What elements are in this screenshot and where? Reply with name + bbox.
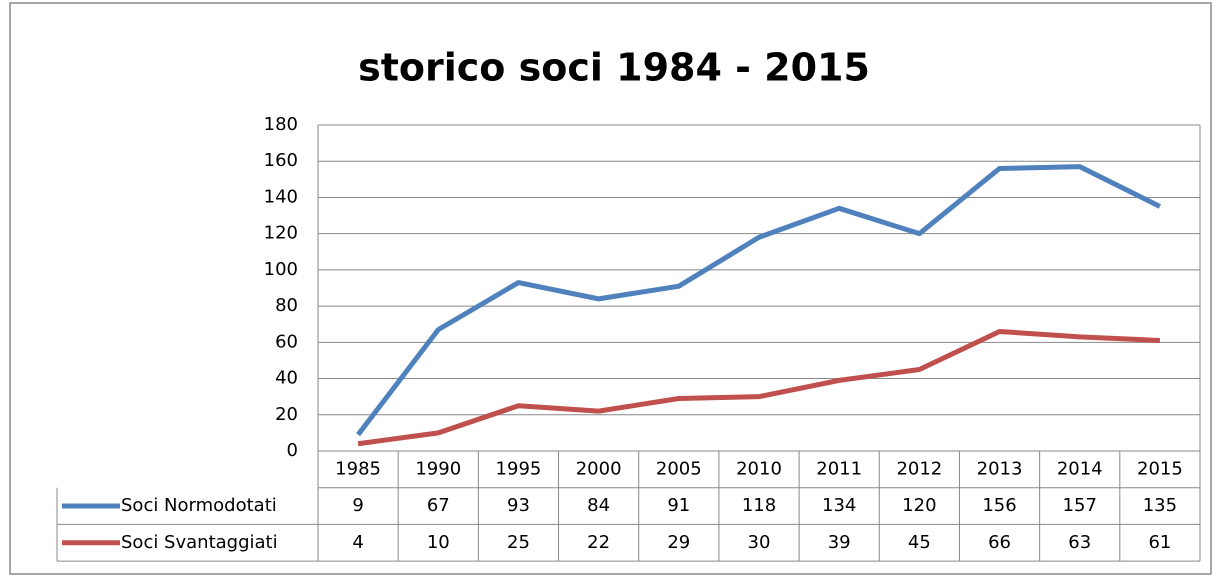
x-tick-label: 2011: [816, 458, 862, 479]
chart-title: storico soci 1984 - 2015: [358, 46, 870, 90]
table-cell: 10: [427, 532, 450, 553]
x-tick-label: 2005: [656, 458, 702, 479]
table-cell: 25: [507, 532, 530, 553]
series-line: [357, 328, 1161, 447]
table-cell: 22: [587, 532, 610, 553]
y-tick-label: 180: [264, 114, 298, 135]
table-cell: 91: [667, 495, 690, 516]
x-tick-label: 2012: [896, 458, 942, 479]
table-cell: 93: [507, 495, 530, 516]
table-cell: 134: [822, 495, 856, 516]
table-cell: 135: [1143, 495, 1177, 516]
table-cell: 118: [742, 495, 776, 516]
x-tick-label: 1985: [335, 458, 381, 479]
y-tick-label: 0: [287, 440, 298, 461]
x-tick-label: 2000: [576, 458, 622, 479]
table-cell: 30: [748, 532, 771, 553]
legend-label: Soci Normodotati: [121, 495, 277, 516]
y-tick-label: 120: [264, 223, 298, 244]
table-cell: 67: [427, 495, 450, 516]
y-tick-label: 60: [275, 331, 298, 352]
table-cell: 9: [352, 495, 363, 516]
x-tick-label: 2013: [977, 458, 1023, 479]
y-tick-label: 80: [275, 295, 298, 316]
x-tick-label: 2010: [736, 458, 782, 479]
x-tick-label: 2014: [1057, 458, 1103, 479]
x-tick-label: 1995: [496, 458, 542, 479]
table-cell: 66: [988, 532, 1011, 553]
y-tick-label: 40: [275, 368, 298, 389]
y-tick-label: 160: [264, 150, 298, 171]
table-cell: 157: [1063, 495, 1097, 516]
legend-label: Soci Svantaggiati: [121, 532, 278, 553]
x-tick-label: 2015: [1137, 458, 1183, 479]
x-tick-label: 1990: [415, 458, 461, 479]
series-line: [356, 164, 1162, 437]
table-cell: 84: [587, 495, 610, 516]
chart-border: [9, 2, 1212, 575]
y-tick-label: 100: [264, 259, 298, 280]
table-cell: 4: [352, 532, 363, 553]
y-tick-label: 20: [275, 404, 298, 425]
table-cell: 45: [908, 532, 931, 553]
table-cell: 156: [982, 495, 1016, 516]
table-cell: 63: [1068, 532, 1091, 553]
y-tick-label: 140: [264, 186, 298, 207]
table-cell: 61: [1148, 532, 1171, 553]
table-cell: 29: [667, 532, 690, 553]
table-cell: 39: [828, 532, 851, 553]
table-cell: 120: [902, 495, 936, 516]
